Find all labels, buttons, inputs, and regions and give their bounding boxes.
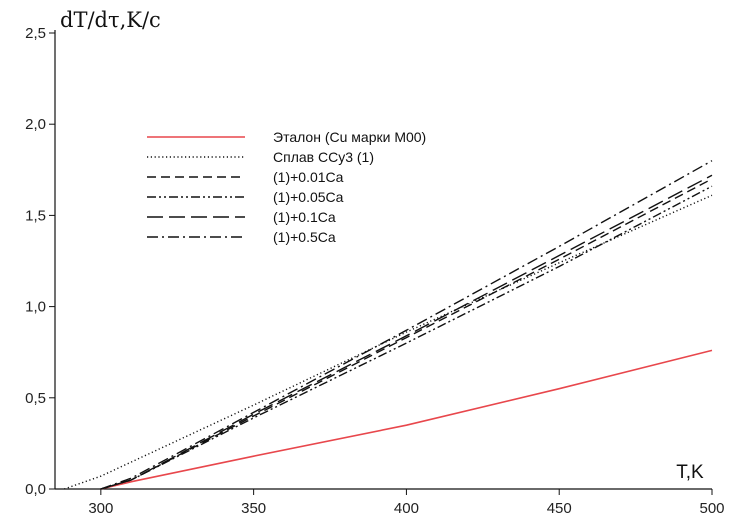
series-line-1: [63, 194, 713, 490]
x-tick-label: 350: [241, 500, 266, 517]
series-line-2: [100, 178, 713, 490]
y-tick-label: 0,5: [25, 390, 46, 407]
y-axis-title: dT/dτ,K/c: [60, 8, 161, 32]
y-tick-label: 1,0: [25, 299, 46, 316]
y-tick-label: 2,0: [25, 116, 46, 133]
legend-label-5: (1)+0.5Ca: [273, 229, 336, 245]
legend: Эталон (Cu марки М00) Сплав ССу3 (1) (1)+0…: [147, 129, 426, 245]
legend-label-2: (1)+0.01Ca: [273, 169, 344, 185]
legend-label-1: Сплав ССу3 (1): [273, 149, 374, 165]
x-ticks: 300 350 400 450 500: [88, 489, 725, 517]
x-axis-title: T,K: [676, 462, 704, 483]
legend-label-3: (1)+0.05Ca: [273, 189, 344, 205]
y-tick-label: 1,5: [25, 207, 46, 224]
axes: [54, 30, 712, 490]
x-tick-label: 450: [547, 500, 572, 517]
x-tick-label: 400: [394, 500, 419, 517]
series-line-0: [100, 349, 713, 490]
y-tick-label: 0,0: [25, 481, 46, 498]
legend-label-0: Эталон (Cu марки М00): [273, 129, 426, 145]
series-line-5: [100, 160, 713, 490]
series-line-4: [100, 174, 713, 490]
y-ticks: 0,0 0,5 1,0 1,5 2,0 2,5: [25, 25, 55, 498]
x-tick-label: 300: [88, 500, 113, 517]
series-layer: [63, 160, 713, 490]
legend-label-4: (1)+0.1Ca: [273, 209, 336, 225]
y-tick-label: 2,5: [25, 25, 46, 42]
x-tick-label: 500: [699, 500, 724, 517]
